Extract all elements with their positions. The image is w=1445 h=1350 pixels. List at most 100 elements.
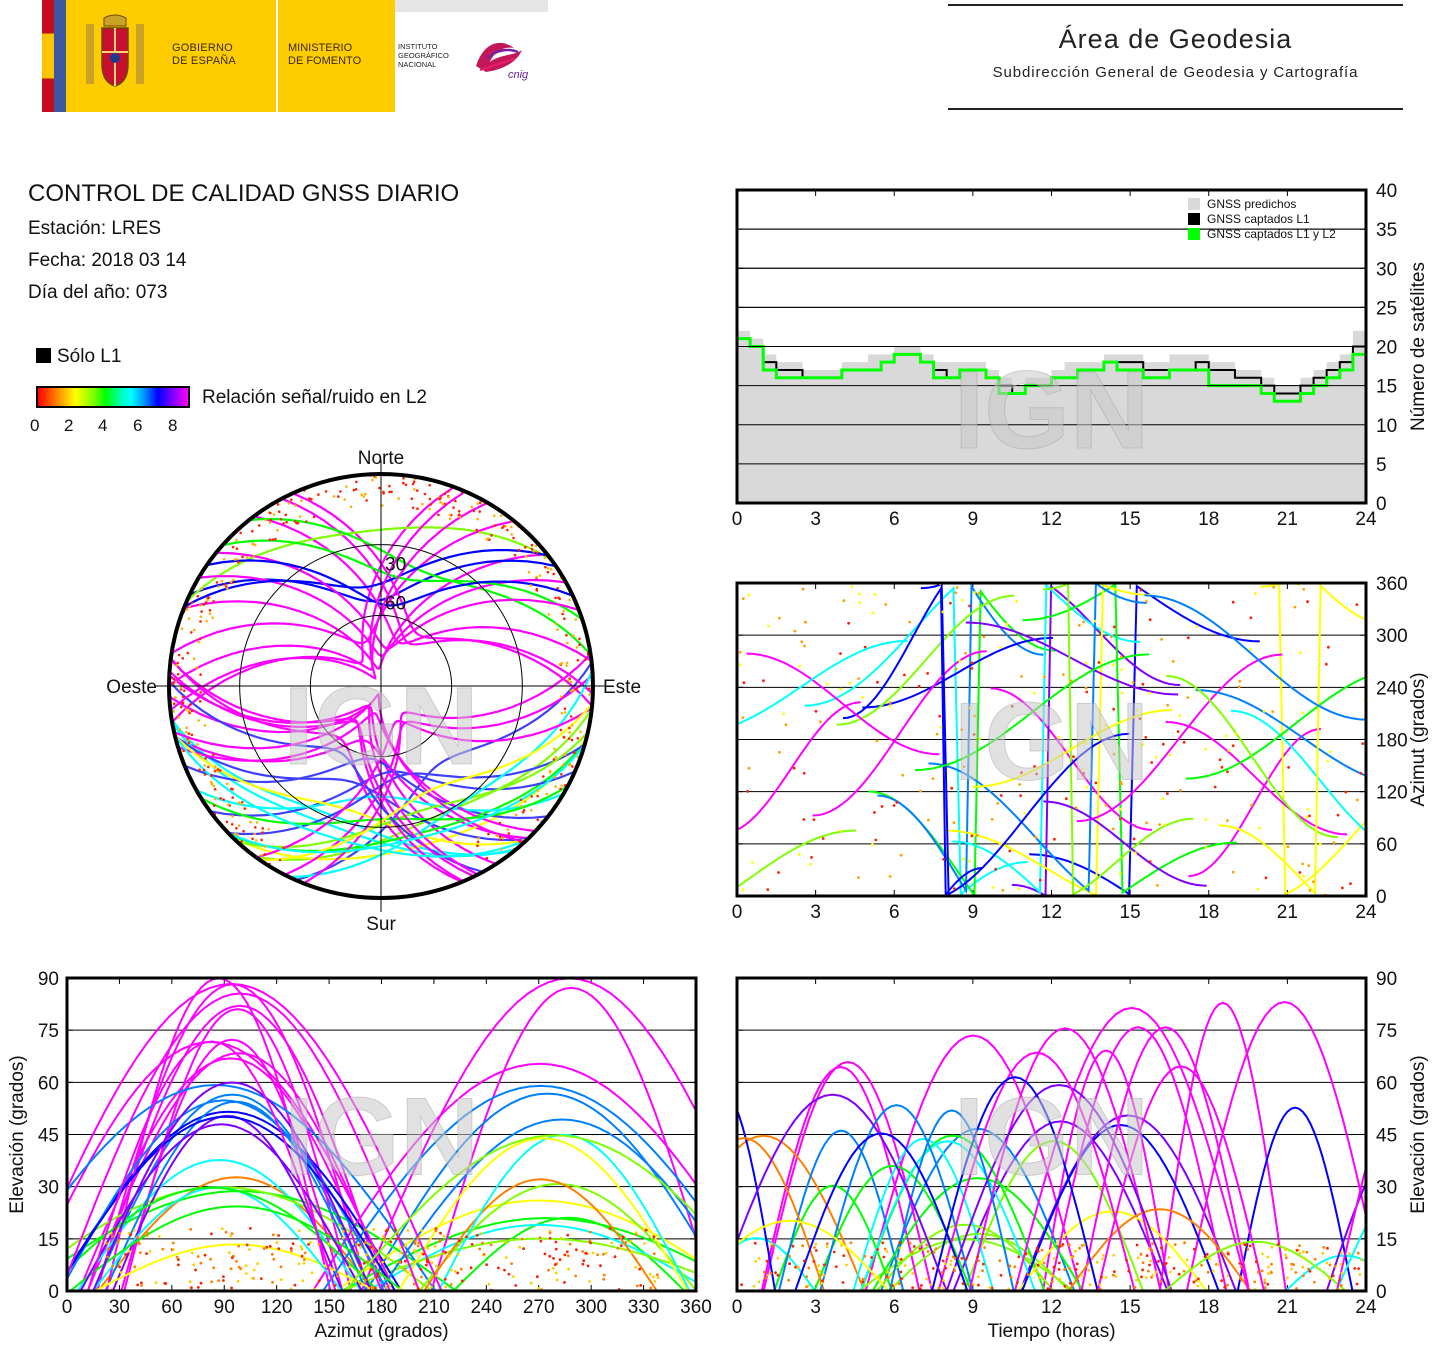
low-elev-point	[1206, 1270, 1210, 1274]
low-elev-point	[754, 1260, 758, 1263]
low-elev-point	[976, 1255, 980, 1259]
low-elev-point	[1010, 705, 1014, 708]
low-elev-point	[634, 1233, 638, 1236]
low-elev-point	[630, 1251, 633, 1254]
low-elev-point	[1114, 1275, 1118, 1278]
low-elev-point	[209, 1257, 213, 1261]
low-elev-point	[231, 796, 234, 799]
low-elev-point	[535, 589, 538, 592]
low-elev-point	[332, 495, 336, 498]
low-elev-point	[1141, 743, 1145, 746]
low-elev-point	[554, 775, 557, 779]
low-elev-point	[1185, 1258, 1189, 1262]
y-tick-label: 180	[1376, 731, 1408, 752]
azimuth-track	[1195, 689, 1366, 777]
low-elev-point	[776, 1256, 780, 1260]
satellite-track	[303, 653, 592, 885]
low-elev-point	[218, 769, 222, 772]
low-elev-point	[886, 1270, 890, 1274]
low-elev-point	[268, 521, 272, 524]
azimuth-track	[877, 583, 1044, 895]
gobierno-line2: DE ESPAÑA	[172, 55, 236, 67]
low-elev-point	[199, 691, 202, 694]
low-elev-point	[776, 1273, 780, 1277]
x-tick-label: 6	[889, 1297, 900, 1318]
low-elev-point	[1213, 785, 1217, 789]
low-elev-point	[181, 701, 185, 705]
low-elev-point	[1348, 1252, 1352, 1256]
low-elev-point	[895, 801, 899, 804]
low-elev-point	[812, 818, 816, 821]
low-elev-point	[656, 1276, 660, 1279]
low-elev-point	[967, 859, 971, 863]
x-tick-label: 21	[1277, 509, 1298, 530]
ign-line2: GEOGRÁFICO	[398, 51, 449, 60]
low-elev-point	[439, 1231, 442, 1235]
low-elev-point	[982, 635, 986, 639]
low-elev-point	[552, 1257, 555, 1260]
satellite-track	[174, 735, 528, 842]
low-elev-point	[1151, 1273, 1155, 1277]
low-elev-point	[875, 739, 879, 743]
y-tick-label: 75	[1376, 1021, 1397, 1042]
low-elev-point	[187, 739, 190, 742]
ign-block	[395, 0, 548, 112]
low-elev-point	[840, 1243, 843, 1247]
low-elev-point	[352, 488, 356, 492]
low-elev-point	[1009, 1275, 1013, 1279]
low-elev-point	[1095, 1260, 1099, 1264]
low-elev-point	[1301, 1265, 1305, 1269]
low-elev-point	[263, 845, 267, 848]
label-south: Sur	[366, 914, 396, 935]
low-elev-point	[172, 702, 176, 705]
low-elev-point	[416, 507, 419, 511]
y-tick-label: 20	[1376, 338, 1397, 359]
low-elev-point	[399, 1251, 403, 1255]
low-elev-point	[519, 798, 523, 802]
low-elev-point	[381, 1235, 385, 1238]
low-elev-point	[545, 792, 549, 796]
low-elev-point	[187, 732, 191, 735]
low-elev-point	[999, 794, 1003, 797]
low-elev-point	[1154, 1270, 1158, 1274]
low-elev-point	[1085, 690, 1089, 694]
low-elev-point	[825, 1245, 829, 1249]
low-elev-point	[230, 1286, 234, 1290]
low-elev-point	[518, 840, 522, 843]
elev-az-track	[67, 1110, 403, 1291]
low-elev-point	[812, 1260, 816, 1263]
low-elev-point	[1098, 1283, 1102, 1287]
low-elev-point	[567, 763, 571, 767]
low-elev-point	[817, 1270, 821, 1273]
low-elev-point	[251, 837, 254, 841]
low-elev-point	[1023, 812, 1027, 815]
low-elev-point	[237, 1244, 241, 1248]
elev-time-track	[778, 1129, 905, 1291]
low-elev-point	[261, 831, 264, 834]
low-elev-point	[175, 1255, 179, 1259]
low-elev-point	[901, 773, 905, 777]
low-elev-point	[200, 587, 204, 591]
satellite-track	[253, 515, 593, 662]
elev-time-track	[888, 1109, 1015, 1291]
x-tick-label: 12	[1041, 902, 1062, 923]
low-elev-point	[1042, 1261, 1046, 1265]
low-elev-point	[1081, 767, 1084, 771]
low-elev-point	[1131, 681, 1135, 684]
low-elev-point	[574, 618, 578, 621]
low-elev-point	[157, 1234, 161, 1238]
low-elev-point	[919, 789, 922, 793]
low-elev-point	[874, 838, 878, 842]
low-elev-point	[174, 696, 177, 699]
low-elev-point	[1082, 772, 1086, 775]
low-elev-point	[1119, 781, 1123, 784]
low-elev-point	[1101, 1257, 1104, 1261]
low-elev-point	[1226, 1283, 1229, 1287]
low-elev-point	[975, 833, 979, 837]
elev-time-track	[945, 1083, 1173, 1291]
low-elev-point	[405, 1270, 409, 1274]
low-elev-point	[136, 1236, 140, 1239]
low-elev-point	[487, 832, 490, 836]
low-elev-point	[1341, 886, 1344, 890]
